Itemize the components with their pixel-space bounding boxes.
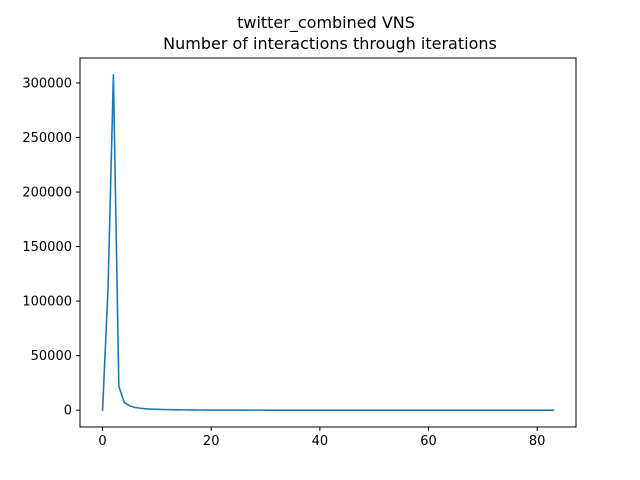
y-tick-label: 200000	[22, 186, 72, 201]
y-tick-label: 300000	[22, 76, 72, 91]
plot-frame	[79, 57, 577, 428]
x-tick-label: 40	[312, 434, 329, 449]
series-layer	[101, 73, 555, 412]
x-tick-label: 20	[203, 434, 220, 449]
x-tick-label: 0	[98, 434, 106, 449]
y-tick-label: 50000	[31, 349, 72, 364]
y-tick-label: 100000	[22, 295, 72, 310]
y-tick-label: 0	[64, 404, 72, 419]
chart-subtitle: Number of interactions through iteration…	[163, 34, 497, 53]
y-tick-label: 250000	[22, 131, 72, 146]
chart-title: twitter_combined VNS	[237, 13, 415, 33]
axis-ticks: 0 20 40 60 80 0 50000 100000 150000 200000 250000 3…	[22, 76, 545, 449]
x-tick-label: 60	[420, 434, 437, 449]
y-tick-label: 150000	[22, 240, 72, 255]
series-line	[101, 73, 555, 412]
x-tick-label: 80	[529, 434, 546, 449]
